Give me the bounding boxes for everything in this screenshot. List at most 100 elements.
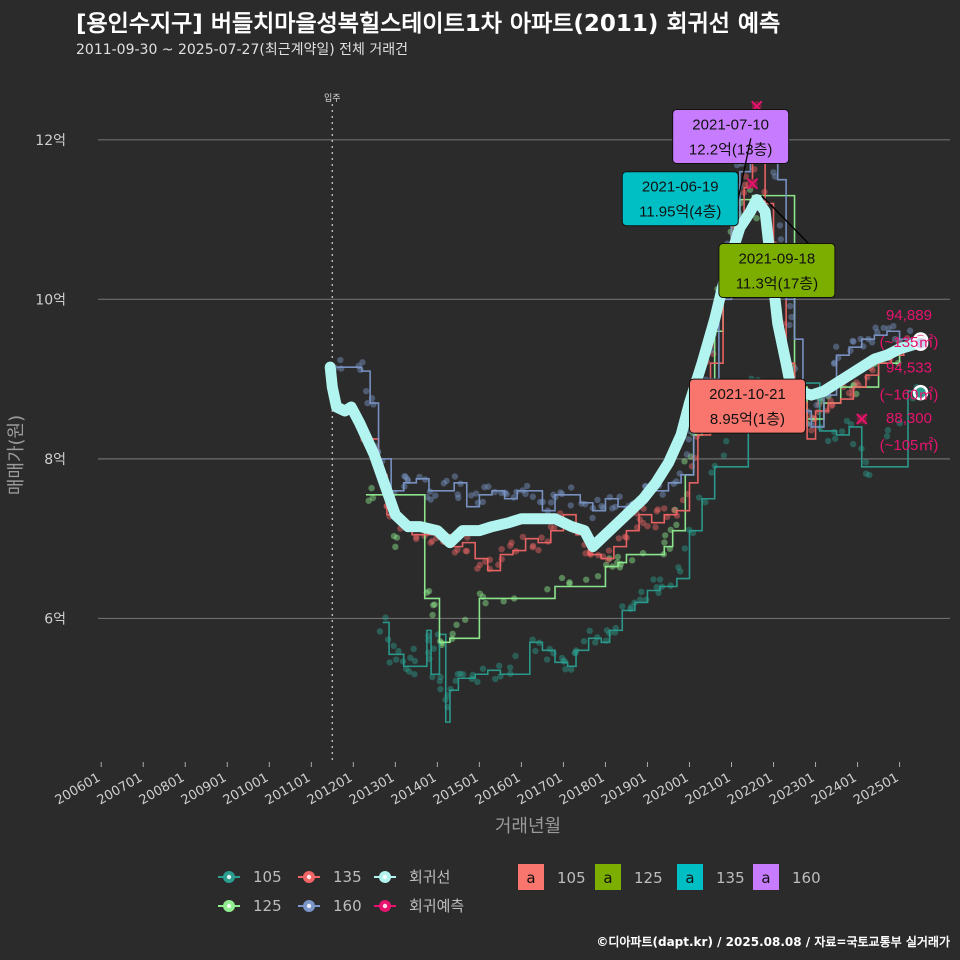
scatter-point-105 <box>695 494 703 501</box>
scatter-point-135 <box>454 546 461 553</box>
x-tick-label: 201301 <box>347 770 397 808</box>
scatter-point-160 <box>432 492 439 499</box>
crossed-point-x <box>856 413 868 425</box>
scatter-point-160 <box>426 488 434 495</box>
scatter-point-160 <box>786 302 794 310</box>
scatter-point-105 <box>675 564 682 571</box>
scatter-point-105 <box>429 673 436 681</box>
scatter-point-135 <box>535 546 542 554</box>
scatter-point-125 <box>661 532 669 539</box>
legend-box-label: 160 <box>792 869 821 887</box>
x-tick-label: 202301 <box>767 770 817 808</box>
scatter-point-160 <box>547 499 555 506</box>
scatter-point-160 <box>472 490 480 497</box>
scatter-point-105 <box>437 673 444 681</box>
x-tick-label: 201401 <box>389 770 439 808</box>
scatter-point-135 <box>529 544 536 551</box>
scatter-point-105 <box>655 589 662 597</box>
x-tick-label: 202501 <box>851 770 901 808</box>
scatter-point-105 <box>708 469 715 476</box>
scatter-point-160 <box>337 365 345 372</box>
annotation-value: 11.3억(17층) <box>736 275 818 292</box>
scatter-point-160 <box>659 491 666 498</box>
scatter-point-135 <box>529 542 537 550</box>
scatter-point-105 <box>492 675 499 683</box>
legend-box-label: 135 <box>716 869 745 887</box>
scatter-point-105 <box>529 636 536 643</box>
scatter-point-125 <box>453 621 460 629</box>
annotation-value: 12.2억(13층) <box>689 141 772 158</box>
legend-box-glyph: a <box>526 869 535 887</box>
scatter-point-105 <box>546 645 553 653</box>
scatter-point-160 <box>874 329 881 336</box>
legend-box-label: 105 <box>557 869 586 887</box>
scatter-point-160 <box>522 490 529 498</box>
credit: ©디아파트(dapt.kr) / 2025.08.08 / 자료=국토교통부 실… <box>596 935 950 949</box>
x-tick-label: 202201 <box>725 770 775 808</box>
scatter-point-135 <box>451 549 459 556</box>
annotation-date: 2021-07-10 <box>692 116 769 133</box>
scatter-point-105 <box>849 440 857 448</box>
legend-key-dot <box>226 903 232 909</box>
scatter-point-105 <box>638 588 645 596</box>
legend-box-105 <box>518 864 544 890</box>
legend-box-160 <box>753 864 779 890</box>
scatter-point-125 <box>476 590 484 597</box>
scatter-point-125 <box>544 586 551 593</box>
x-tick-label: 200601 <box>53 770 103 808</box>
scatter-point-125 <box>500 598 507 605</box>
scatter-point-125 <box>853 390 860 398</box>
scatter-point-125 <box>681 458 688 465</box>
scatter-point-160 <box>451 473 459 480</box>
scatter-point-160 <box>612 503 619 511</box>
scatter-point-105 <box>407 654 414 662</box>
scatter-point-125 <box>614 553 622 561</box>
scatter-point-160 <box>337 356 344 364</box>
scatter-point-160 <box>529 493 537 500</box>
scatter-point-105 <box>831 435 839 442</box>
scatter-point-125 <box>661 539 668 546</box>
scatter-point-125 <box>449 630 456 638</box>
scatter-point-135 <box>547 523 555 530</box>
scatter-point-105 <box>592 639 599 646</box>
scatter-point-105 <box>580 638 588 645</box>
annotation-box-105 <box>688 378 806 434</box>
scatter-point-135 <box>544 538 551 545</box>
y-tick-label: 8억 <box>44 452 66 468</box>
scatter-point-125 <box>369 494 377 502</box>
legend-box-135 <box>677 864 703 890</box>
scatter-point-135 <box>508 539 515 546</box>
scatter-point-135 <box>653 508 660 515</box>
scatter-point-125 <box>753 215 760 222</box>
scatter-point-135 <box>853 379 860 386</box>
scatter-point-125 <box>594 572 602 580</box>
scatter-point-135 <box>644 522 651 530</box>
annotation-value: 8.95억(1층) <box>710 411 785 428</box>
scatter-point-160 <box>670 480 677 487</box>
annotation-box-160 <box>672 108 790 164</box>
annotation-box-135 <box>621 171 739 227</box>
scatter-point-135 <box>519 533 527 541</box>
scatter-point-135 <box>828 402 835 409</box>
scatter-point-105 <box>653 584 660 591</box>
scatter-point-105 <box>543 656 551 663</box>
scatter-point-160 <box>880 324 887 332</box>
scatter-point-105 <box>603 627 611 634</box>
scatter-point-160 <box>609 505 616 512</box>
scatter-point-160 <box>685 436 693 443</box>
scatter-point-105 <box>896 419 903 427</box>
scatter-point-160 <box>481 483 488 491</box>
legend-box-glyph: a <box>685 869 694 887</box>
scatter-point-160 <box>683 451 691 458</box>
scatter-point-160 <box>594 496 601 504</box>
scatter-point-105 <box>495 662 503 670</box>
scatter-point-160 <box>788 313 795 321</box>
scatter-point-125 <box>687 453 694 460</box>
scatter-point-160 <box>589 514 596 522</box>
scatter-point-105 <box>667 582 674 589</box>
scatter-point-135 <box>462 547 469 555</box>
scatter-point-125 <box>482 599 489 607</box>
scatter-point-105 <box>586 627 593 635</box>
scatter-point-105 <box>883 433 891 440</box>
